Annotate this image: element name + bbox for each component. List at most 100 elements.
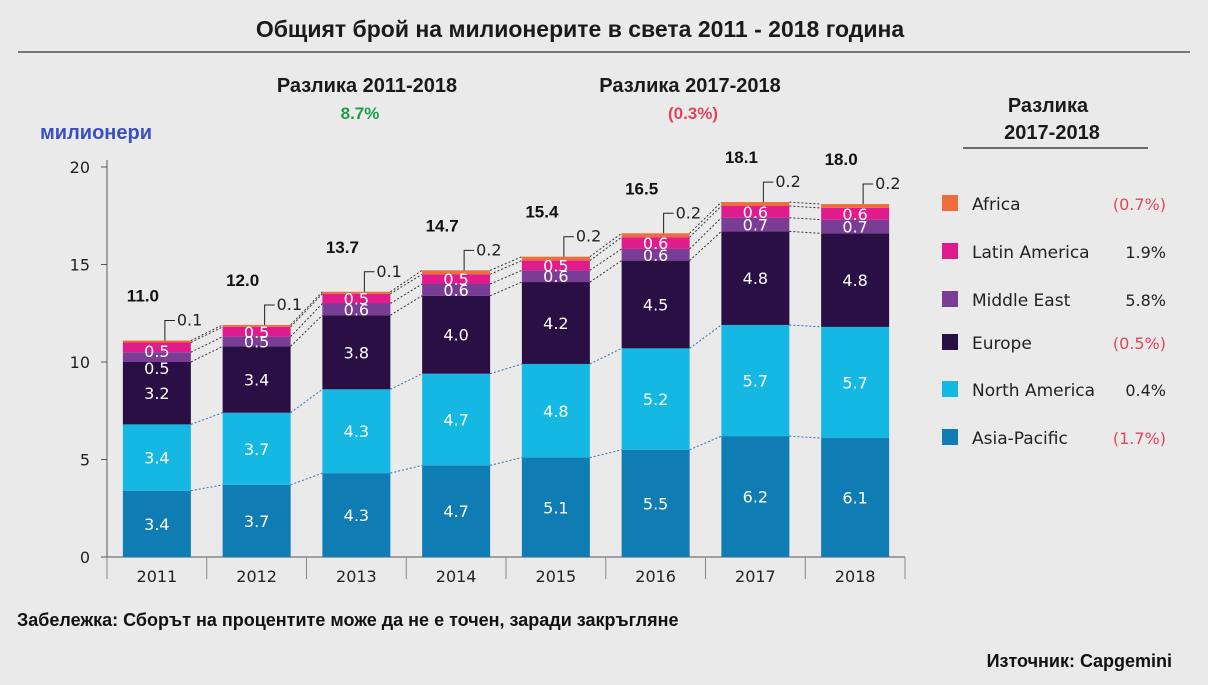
- segment-label: 0.1: [277, 295, 302, 314]
- bar-segment: [721, 217, 790, 232]
- africa-leader: [264, 304, 275, 325]
- bar-segment: [122, 342, 191, 353]
- segment-labels: 3.43.43.20.50.50.111.03.73.73.40.50.50.1…: [127, 148, 901, 534]
- connector-line: [589, 449, 622, 459]
- bar-segment: [222, 336, 291, 347]
- bar-total-label: 18.1: [725, 148, 758, 167]
- segment-label: 0.2: [676, 203, 701, 222]
- bar-segment: [521, 282, 590, 364]
- segment-label: 6.1: [842, 489, 867, 508]
- diff-right-label: Разлика 2017-2018: [599, 75, 780, 97]
- africa-leader: [762, 181, 774, 203]
- connector-line: [390, 464, 423, 474]
- segment-label: 0.5: [144, 359, 169, 378]
- segment-label: 4.7: [443, 502, 468, 521]
- legend-title-line1: Разлика: [1008, 95, 1089, 117]
- bar-segment: [222, 326, 291, 337]
- bar-segment: [821, 219, 890, 234]
- x-tick-label: 2018: [835, 567, 876, 586]
- legend-change: 5.8%: [1125, 291, 1166, 310]
- bar-segment: [322, 473, 391, 557]
- segment-label: 0.6: [443, 281, 468, 300]
- africa-leader: [663, 212, 674, 234]
- legend-swatch: [942, 334, 958, 350]
- y-tick-label: 10: [70, 353, 90, 372]
- segment-label: 5.5: [643, 494, 668, 513]
- bar-segment: [521, 457, 590, 557]
- connector-line: [190, 324, 223, 341]
- connector-line: [589, 236, 622, 262]
- bars: [122, 202, 890, 557]
- connector-line: [290, 472, 323, 486]
- segment-label: 0.6: [743, 203, 768, 222]
- segment-label: 4.8: [543, 402, 568, 421]
- bar-segment: [422, 373, 491, 466]
- legend-swatch: [942, 195, 958, 211]
- y-tick-label: 15: [70, 256, 90, 275]
- segment-label: 3.7: [244, 512, 269, 531]
- connector-line: [489, 363, 523, 375]
- bar-segment: [422, 295, 491, 374]
- connector-line: [789, 230, 822, 234]
- x-categories: 2011 2012 2013 2014 2015 2016 2017 2018: [106, 557, 906, 586]
- connector-line: [489, 269, 523, 285]
- y-tick-label: 0: [80, 548, 90, 567]
- x-tick-label: 2011: [137, 567, 178, 586]
- segment-label: 0.6: [842, 205, 867, 224]
- segment-label: 0.5: [244, 333, 269, 352]
- africa-leader: [164, 320, 175, 341]
- segment-label: 0.6: [344, 300, 369, 319]
- connector-line: [390, 295, 423, 316]
- bar-segment: [721, 202, 790, 206]
- connector-line: [490, 457, 522, 466]
- bar-segment: [222, 324, 291, 327]
- segment-label: 0.5: [543, 256, 568, 275]
- legend-name: Africa: [972, 195, 1021, 215]
- segment-label: 0.1: [177, 311, 202, 330]
- segment-label: 4.8: [842, 271, 867, 290]
- bar-total-label: 15.4: [525, 203, 559, 222]
- segment-label: 5.7: [743, 372, 768, 391]
- segment-label: 5.1: [543, 498, 568, 517]
- bar-segment: [821, 207, 890, 220]
- segment-label: 4.2: [543, 314, 568, 333]
- segment-label: 0.6: [543, 267, 568, 286]
- connector-line: [589, 260, 622, 283]
- segment-label: 0.6: [643, 234, 668, 253]
- diff-right-value: (0.3%): [668, 104, 718, 123]
- bar-segment: [122, 352, 191, 362]
- segment-label: 0.1: [376, 262, 401, 281]
- africa-leader: [862, 183, 874, 205]
- segment-label: 4.3: [344, 422, 369, 441]
- bar-segment: [721, 231, 790, 325]
- connector-lines: [190, 201, 822, 492]
- bar-segment: [521, 270, 590, 283]
- segment-label: 4.0: [443, 326, 468, 345]
- bar-segment: [821, 204, 890, 208]
- segment-label: 0.2: [775, 172, 800, 191]
- bar-segment: [521, 260, 590, 271]
- connector-line: [190, 326, 223, 343]
- bar-total-label: 16.5: [625, 179, 658, 198]
- connector-line: [290, 314, 323, 347]
- segment-label: 0.2: [576, 227, 601, 246]
- connector-line: [589, 347, 622, 365]
- segment-label: 4.5: [643, 295, 668, 314]
- connector-line: [589, 232, 622, 258]
- segment-label: 3.4: [144, 449, 169, 468]
- x-tick-label: 2014: [436, 567, 477, 586]
- legend-name: Latin America: [972, 243, 1090, 263]
- bar-total-label: 11.0: [127, 287, 159, 306]
- bar-segment: [621, 248, 690, 261]
- segment-label: 5.2: [643, 390, 668, 409]
- connector-line: [689, 324, 722, 349]
- bar-segment: [422, 270, 491, 275]
- bar-segment: [621, 449, 690, 557]
- segment-label: 3.4: [244, 371, 269, 390]
- bar-segment: [222, 412, 291, 485]
- connector-line: [789, 201, 822, 205]
- segment-label: 0.2: [875, 174, 900, 193]
- connector-line: [689, 217, 722, 250]
- y-tick-label: 5: [80, 451, 90, 470]
